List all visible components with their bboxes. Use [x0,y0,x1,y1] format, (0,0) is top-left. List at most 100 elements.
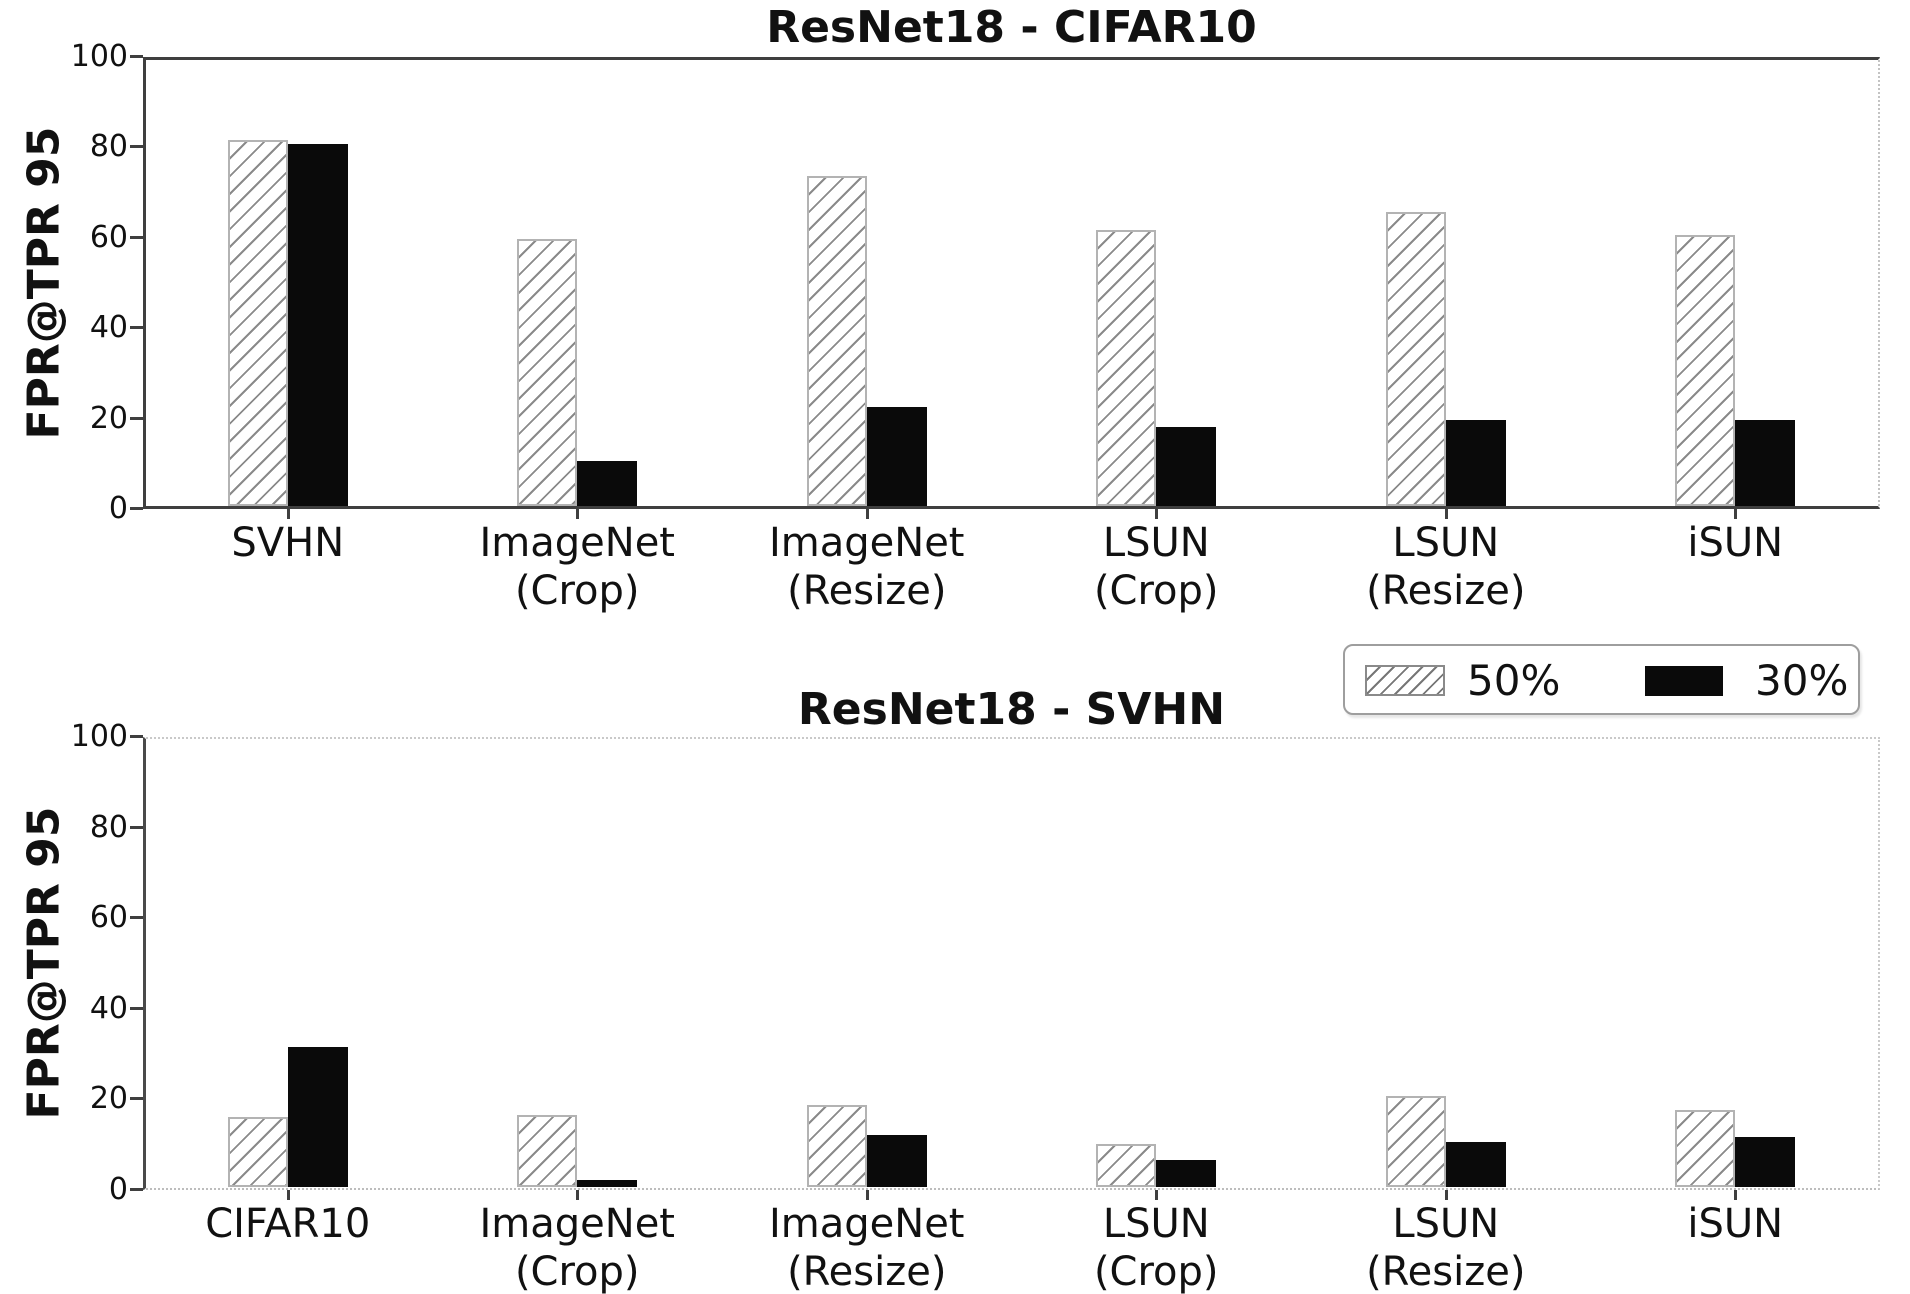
bar-50pct [1096,230,1157,506]
y-tick-label: 20 [89,400,128,436]
category-label-line: (Resize) [1366,568,1526,614]
y-tick-label: 100 [70,39,128,74]
chart1-title: ResNet18 - CIFAR10 [766,2,1257,53]
x-tick [286,1190,290,1200]
x-tick-label: ImageNet (Crop) [407,1200,747,1294]
category-label-line: LSUN [1392,520,1500,566]
bar-30pct [287,1046,348,1187]
x-tick [1155,509,1159,519]
x-tick-label: LSUN (Crop) [986,1200,1326,1294]
bar-30pct [577,1180,638,1187]
category-label-line: CIFAR10 [205,1201,371,1247]
category-label-line: (Resize) [787,1249,947,1294]
legend-hatched-swatch [1365,665,1445,696]
bar-30pct [1156,1159,1217,1187]
y-tick-label: 100 [70,719,128,754]
category-label-line: iSUN [1687,520,1784,566]
category-label-line: iSUN [1687,1201,1784,1247]
bar-30pct [1735,1137,1796,1187]
bar-30pct [866,1134,927,1187]
bar-30pct [577,460,638,506]
chart2-y-axis-label: FPR@TPR 95 [18,806,70,1120]
y-tick [130,326,143,330]
legend-label-30pct: 30% [1755,656,1849,705]
x-tick-label: LSUN (Crop) [986,519,1326,615]
bar-50pct [806,176,867,506]
y-tick [130,507,143,510]
x-tick [1444,509,1448,519]
chart2-plot-area [143,737,1880,1190]
category-label-line: (Crop) [514,568,640,614]
category-label-line: ImageNet [479,520,676,566]
bar-50pct [227,1116,288,1187]
y-tick-label: 60 [89,219,128,255]
bar-30pct [287,144,348,506]
category-label-line: LSUN [1392,1201,1500,1247]
legend-label-50pct: 50% [1467,656,1561,705]
x-tick [1734,509,1738,519]
category-label-line: (Crop) [1093,568,1219,614]
legend-box: 50% 30% [1343,644,1860,715]
y-tick-label: 80 [89,129,128,165]
x-tick-label: LSUN (Resize) [1276,1200,1616,1294]
category-label-line: (Resize) [787,568,947,614]
y-tick [130,1097,143,1101]
y-tick [130,416,143,420]
x-tick-label: iSUN [1565,1200,1905,1248]
x-tick-label: ImageNet (Resize) [697,1200,1037,1294]
legend-solid-swatch [1645,666,1723,696]
bar-30pct [1156,426,1217,506]
x-tick-label: CIFAR10 [118,1200,458,1248]
x-tick [286,509,290,519]
y-tick [130,145,143,149]
category-label-line: (Crop) [514,1249,640,1294]
y-tick-label: 40 [89,990,128,1026]
x-tick-label: iSUN [1565,519,1905,567]
bar-50pct [1385,1096,1446,1187]
x-tick [576,509,580,519]
category-label-line: ImageNet [769,1201,965,1247]
y-tick-label: 80 [89,809,128,845]
bar-50pct [517,1114,578,1187]
y-tick [130,825,143,829]
x-tick [865,509,869,519]
category-label-line: (Crop) [1093,1249,1219,1294]
category-label-line: SVHN [231,520,345,566]
y-tick-label: 40 [89,310,128,346]
bar-50pct [517,239,578,506]
category-label-line: (Resize) [1366,1249,1526,1294]
chart2-title: ResNet18 - SVHN [797,684,1226,735]
y-tick [130,1006,143,1010]
x-tick-label: LSUN (Resize) [1276,519,1616,615]
y-tick-label: 0 [108,1172,128,1207]
bar-50pct [1675,234,1736,506]
y-tick [130,916,143,920]
x-tick [1734,1190,1738,1200]
chart1-plot-area [143,57,1880,509]
y-tick [130,235,143,239]
y-tick [130,1188,143,1191]
x-tick-label: ImageNet (Resize) [697,519,1037,615]
bar-30pct [1735,420,1796,506]
bar-30pct [1445,420,1506,506]
bar-50pct [1385,212,1446,506]
x-tick [1155,1190,1159,1200]
category-label-line: LSUN [1102,1201,1210,1247]
x-tick-label: SVHN [118,519,458,567]
bar-30pct [866,406,927,506]
y-tick-label: 60 [89,900,128,936]
x-tick [865,1190,869,1200]
category-label-line: ImageNet [769,520,965,566]
category-label-line: ImageNet [479,1201,676,1247]
x-tick-label: ImageNet (Crop) [407,519,747,615]
x-tick [1444,1190,1448,1200]
category-label-line: LSUN [1102,520,1210,566]
bar-50pct [1675,1109,1736,1187]
bar-50pct [1096,1143,1157,1187]
bar-30pct [1445,1141,1506,1187]
bar-50pct [806,1105,867,1187]
y-tick-label: 0 [108,491,128,526]
y-tick [130,735,143,738]
x-tick [576,1190,580,1200]
